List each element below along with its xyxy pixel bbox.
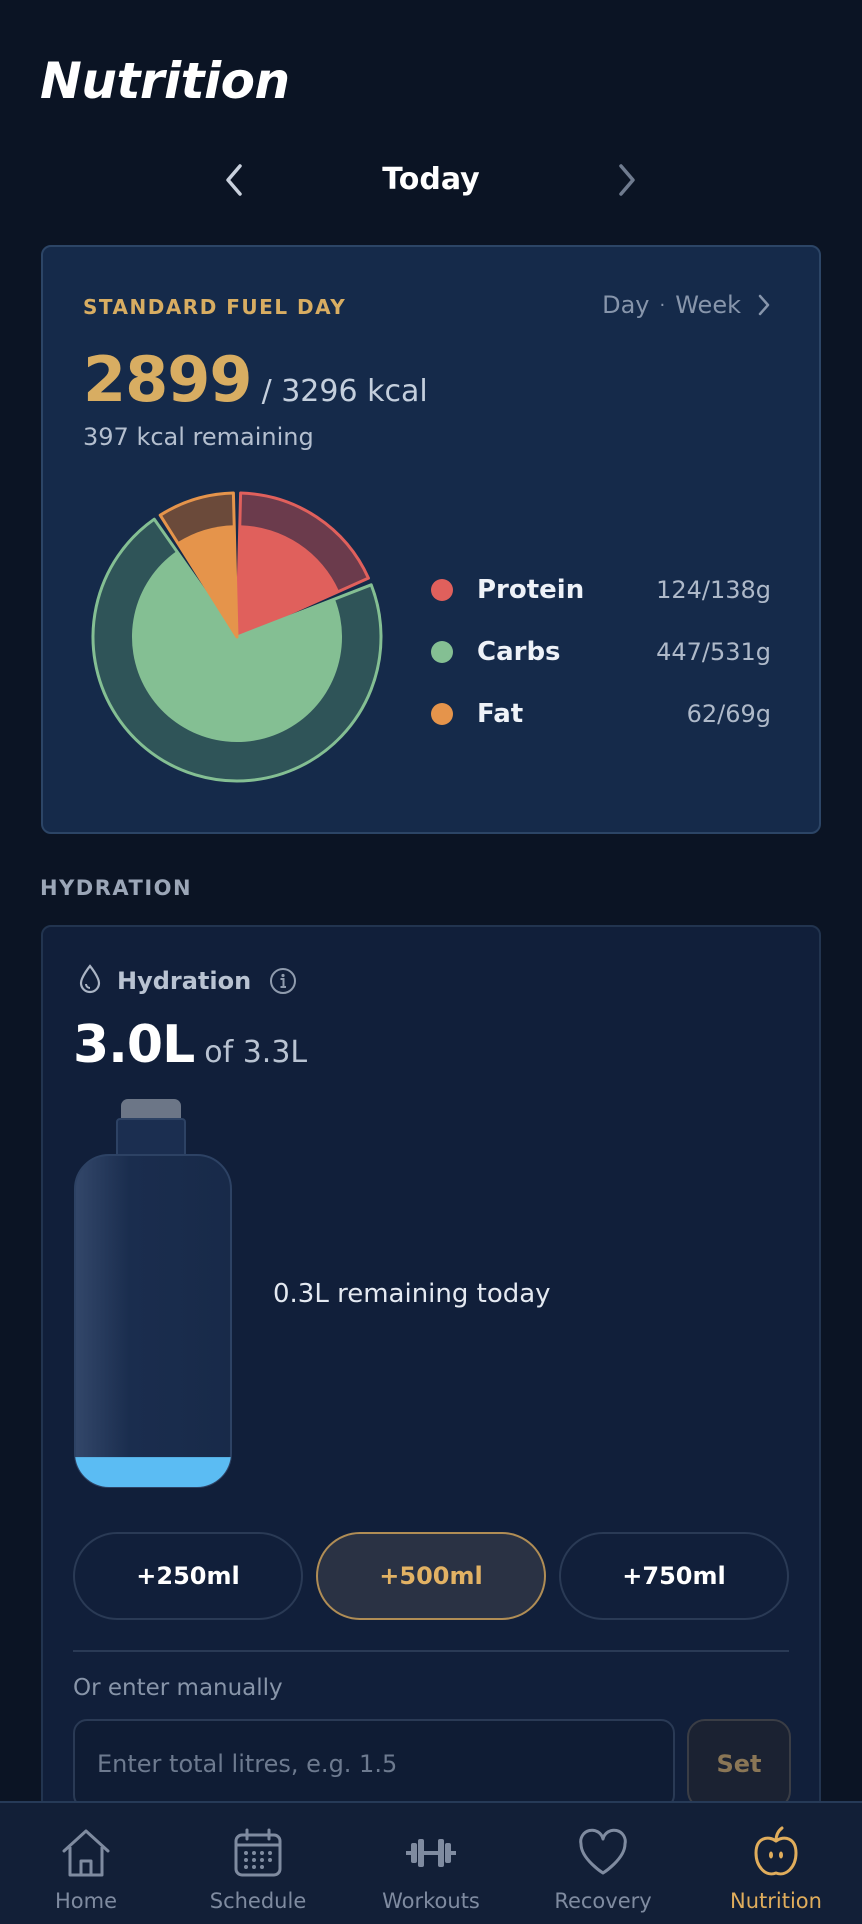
nav-label: Home [54,1889,117,1913]
hydration-card: Hydration 3.0L of 3.3L 0.3L remaining to… [41,925,821,1924]
date-navigator: Today [0,152,862,208]
legend-value: 62/69g [686,700,771,728]
legend-item-protein: Protein 124/138g [431,559,771,621]
kcal-summary: 2899 / 3296 kcal [83,343,428,416]
section-label-hydration: HYDRATION [40,876,193,900]
page-title: Nutrition [40,52,290,110]
legend-value: 124/138g [656,576,771,604]
hydration-value: 3.0L [73,1015,195,1075]
pie-slice-fat [177,525,237,637]
kcal-goal: / 3296 kcal [261,374,428,409]
pie-slice-protein [237,525,340,637]
set-button[interactable]: Set [687,1719,791,1809]
nav-item-home[interactable]: Home [0,1803,172,1924]
legend-item-carbs: Carbs 447/531g [431,621,771,683]
hydration-goal: of 3.3L [204,1035,308,1070]
period-switch[interactable]: Day · Week [602,291,771,319]
legend-label: Protein [477,575,585,605]
nav-label: Recovery [554,1889,652,1913]
divider [73,1650,789,1652]
info-icon[interactable] [269,967,297,995]
period-day[interactable]: Day [602,291,650,319]
bottle-water-fill [75,1457,231,1487]
bottle-neck [116,1118,186,1158]
quick-add-buttons: +250ml +500ml +750ml [73,1532,789,1620]
home-icon [62,1829,110,1877]
manual-litres-input[interactable] [73,1719,675,1809]
nav-item-workouts[interactable]: Workouts [345,1803,517,1924]
apple-icon [754,1826,798,1876]
heart-icon [579,1828,627,1875]
macro-pie-chart [91,491,383,783]
add-750ml-button[interactable]: +750ml [559,1532,789,1620]
pie-slice-carbs [131,551,343,743]
chevron-right-icon[interactable] [607,160,647,200]
hydration-remaining: 0.3L remaining today [273,1279,551,1309]
nav-label: Nutrition [730,1889,822,1913]
legend-value: 447/531g [656,638,771,666]
water-bottle-gauge [74,1099,232,1488]
fuel-day-type: STANDARD FUEL DAY [83,295,347,319]
date-label: Today [382,162,480,197]
kcal-consumed: 2899 [83,343,253,416]
macro-legend: Protein 124/138g Carbs 447/531g Fat 62/6… [431,559,771,745]
dumbbell-icon [406,1839,456,1867]
hydration-header: Hydration [77,963,297,999]
add-250ml-button[interactable]: +250ml [73,1532,303,1620]
bottom-nav: Home Schedule Workouts Recovery Nutritio… [0,1801,862,1924]
manual-entry-label: Or enter manually [73,1675,283,1701]
kcal-remaining: 397 kcal remaining [83,423,314,451]
bottle-body [74,1154,232,1488]
hydration-amount: 3.0L of 3.3L [73,1015,307,1075]
legend-label: Fat [477,699,524,729]
calendar-icon [234,1828,282,1877]
chevron-left-icon[interactable] [214,160,254,200]
legend-label: Carbs [477,637,561,667]
fat-dot [431,703,453,725]
add-500ml-button[interactable]: +500ml [316,1532,546,1620]
period-separator: · [659,294,666,316]
nav-label: Workouts [382,1889,480,1913]
period-week[interactable]: Week [675,291,741,319]
protein-dot [431,579,453,601]
hydration-title: Hydration [117,967,252,995]
nav-label: Schedule [209,1889,307,1913]
legend-item-fat: Fat 62/69g [431,683,771,745]
chevron-right-icon [758,294,770,316]
carbs-dot [431,641,453,663]
nav-item-recovery[interactable]: Recovery [517,1803,689,1924]
nav-item-schedule[interactable]: Schedule [172,1803,344,1924]
water-drop-icon [77,963,103,999]
fuel-summary-card: STANDARD FUEL DAY Day · Week 2899 / 3296… [41,245,821,834]
nav-item-nutrition[interactable]: Nutrition [690,1803,862,1924]
